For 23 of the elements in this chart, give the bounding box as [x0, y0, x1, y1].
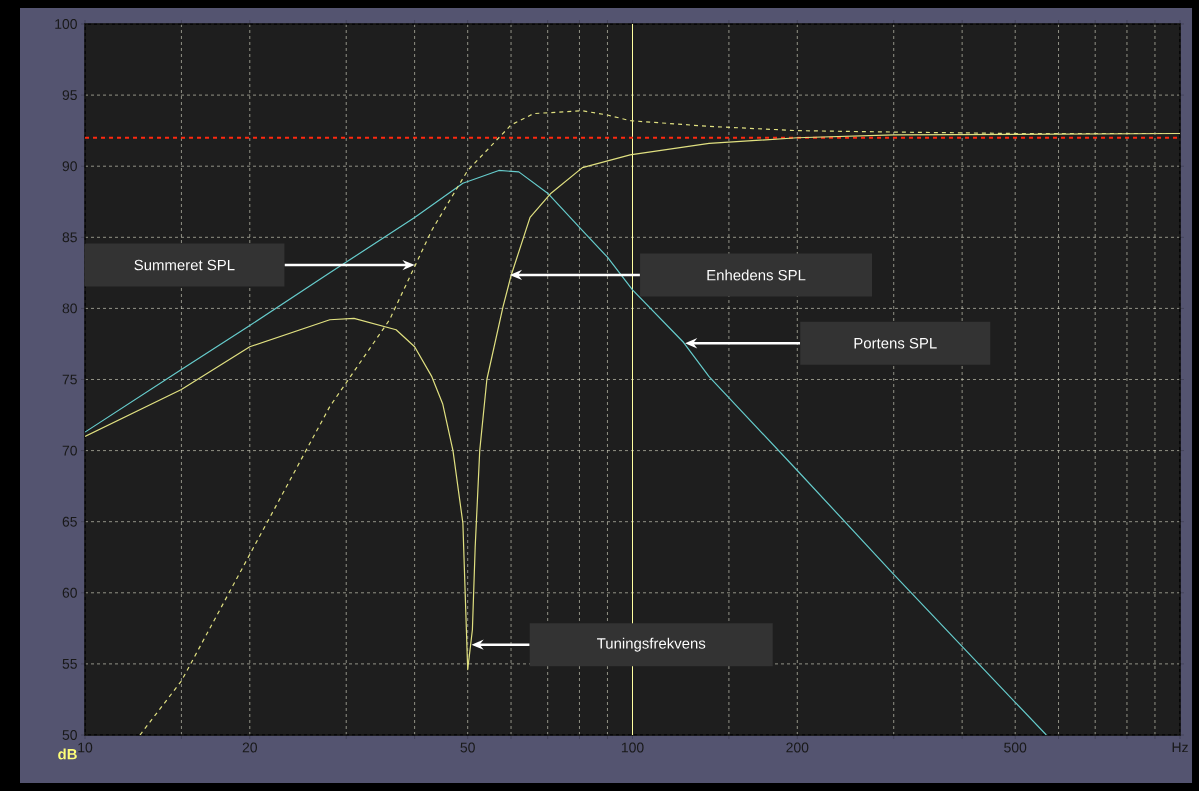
x-tick-label: 500	[1004, 742, 1027, 753]
y-tick-label: 60	[62, 587, 77, 598]
y-tick-label: 50	[62, 730, 77, 740]
y-tick-label: 75	[62, 374, 77, 385]
x-tick-label: 100	[621, 742, 644, 753]
y-tick-label: 90	[62, 161, 77, 172]
y-tick-label: 80	[62, 303, 77, 314]
x-tick-label: 50	[460, 742, 475, 753]
y-axis-title: dB	[58, 748, 77, 760]
x-tick-label: 20	[242, 742, 258, 753]
y-tick-label: 70	[62, 445, 77, 456]
x-tick-label: 10	[78, 742, 93, 753]
x-tick-label: Hz	[1172, 742, 1188, 753]
y-tick-label: 65	[62, 516, 77, 527]
y-tick-label: 55	[62, 659, 77, 669]
y-tick-label: 95	[62, 90, 77, 101]
annotation: Enhedens SPL	[707, 269, 806, 281]
annotation: Tuningsfrekvens	[597, 637, 706, 652]
annotation: Summeret SPL	[134, 259, 235, 271]
annotation: Portens SPL	[854, 337, 937, 349]
x-tick-label: 200	[786, 742, 809, 753]
y-tick-label: 85	[62, 232, 77, 243]
y-tick-label: 100	[55, 19, 77, 29]
